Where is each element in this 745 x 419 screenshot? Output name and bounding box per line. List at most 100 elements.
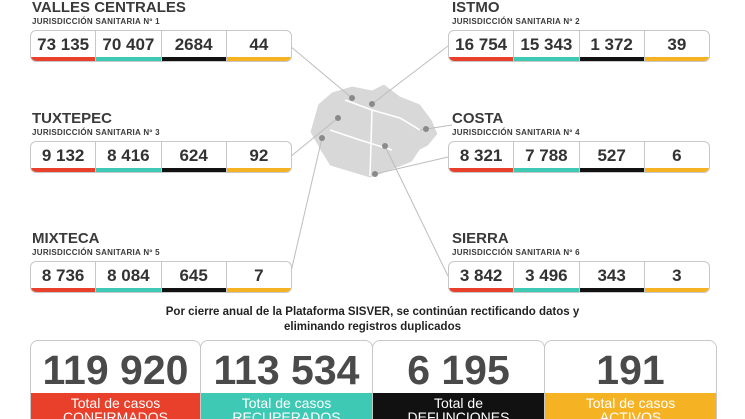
value-text: 1 372 <box>590 35 633 54</box>
value-text: 3 <box>672 266 682 285</box>
value-text: 7 <box>254 266 264 285</box>
total-label: Total de casos ACTIVOS <box>545 393 716 419</box>
color-bar <box>644 288 709 292</box>
total-value: 191 <box>596 347 665 393</box>
total-label: Total de DEFUNCIONES <box>373 393 544 419</box>
color-bar <box>161 57 226 61</box>
value-text: 16 754 <box>455 35 508 54</box>
color-bar <box>31 288 96 292</box>
region-value: 3 496 <box>514 262 580 292</box>
region-value: 3 <box>644 262 709 292</box>
value-text: 6 <box>672 146 682 165</box>
region-value: 2684 <box>161 31 227 61</box>
region-subtitle: JURISDICCIÓN SANITARIA Nº 1 <box>32 17 160 26</box>
region-subtitle: JURISDICCIÓN SANITARIA Nº 5 <box>32 248 160 257</box>
value-text: 3 842 <box>459 266 503 285</box>
region-value: 645 <box>161 262 227 292</box>
color-bar <box>514 168 579 172</box>
region-value: 8 321 <box>449 142 515 172</box>
region-value: 527 <box>579 142 645 172</box>
color-bar <box>514 57 579 61</box>
total-label: Total de casos CONFIRMADOS <box>31 393 200 419</box>
value-text: 8 321 <box>459 146 503 165</box>
value-text: 3 496 <box>525 266 568 285</box>
total-label: Total de casos RECUPERADOS <box>201 393 372 419</box>
color-bar <box>644 57 709 61</box>
region-subtitle: JURISDICCIÓN SANITARIA Nº 4 <box>452 128 580 137</box>
color-bar <box>31 168 96 172</box>
total-value: 6 195 <box>407 347 510 393</box>
color-bar <box>161 168 226 172</box>
region-value: 73 135 <box>31 31 97 61</box>
total-label-line: Total de casos <box>70 395 161 411</box>
color-bar <box>161 288 226 292</box>
region-value: 9 132 <box>31 142 97 172</box>
region-value: 39 <box>644 31 709 61</box>
color-bar <box>96 168 161 172</box>
total-label-line: ACTIVOS <box>599 409 662 419</box>
region-value: 343 <box>579 262 645 292</box>
color-bar <box>449 57 514 61</box>
region-name: VALLES CENTRALES <box>32 0 186 16</box>
color-bar <box>579 57 644 61</box>
color-bar <box>449 288 514 292</box>
color-bar <box>96 288 161 292</box>
value-text: 39 <box>667 35 687 54</box>
color-bar <box>96 57 161 61</box>
color-bar <box>226 168 291 172</box>
region-subtitle: JURISDICCIÓN SANITARIA Nº 6 <box>452 248 580 257</box>
region-name: COSTA <box>452 110 504 127</box>
total-label-line: Total de casos <box>585 395 676 411</box>
region-value: 8 084 <box>96 262 162 292</box>
total-value: 113 534 <box>213 347 360 393</box>
total-label-line: RECUPERADOS <box>232 409 341 419</box>
value-text: 2684 <box>174 35 213 54</box>
region-value: 8 416 <box>96 142 162 172</box>
region-box: 3 842 3 496 343 3 <box>448 261 710 293</box>
region-value: 16 754 <box>449 31 515 61</box>
region-box: 8 321 7 788 527 6 <box>448 141 710 173</box>
value-text: 645 <box>179 266 208 285</box>
region-value: 70 407 <box>96 31 162 61</box>
value-text: 8 084 <box>107 266 150 285</box>
value-text: 8 736 <box>41 266 85 285</box>
value-text: 92 <box>249 146 269 165</box>
value-text: 73 135 <box>37 35 90 54</box>
region-name: ISTMO <box>452 0 500 16</box>
region-value: 7 <box>226 262 291 292</box>
total-label-line: Total de <box>433 395 484 411</box>
region-value: 92 <box>226 142 291 172</box>
region-value: 15 343 <box>514 31 580 61</box>
value-text: 9 132 <box>41 146 85 165</box>
color-bar <box>449 168 514 172</box>
region-name: MIXTECA <box>32 230 100 247</box>
region-box: 8 736 8 084 645 7 <box>30 261 292 293</box>
color-bar <box>514 288 579 292</box>
region-value: 3 842 <box>449 262 515 292</box>
value-text: 624 <box>179 146 208 165</box>
total-label-line: CONFIRMADOS <box>63 409 168 419</box>
region-value: 1 372 <box>579 31 645 61</box>
value-text: 7 788 <box>525 146 568 165</box>
region-value: 8 736 <box>31 262 97 292</box>
total-box: 191 Total de casos ACTIVOS <box>544 340 717 419</box>
region-subtitle: JURISDICCIÓN SANITARIA Nº 2 <box>452 17 580 26</box>
region-value: 7 788 <box>514 142 580 172</box>
value-text: 15 343 <box>520 35 573 54</box>
value-text: 44 <box>249 35 269 54</box>
region-value: 6 <box>644 142 709 172</box>
color-bar <box>226 57 291 61</box>
region-box: 73 135 70 407 2684 44 <box>30 30 292 62</box>
value-text: 343 <box>597 266 626 285</box>
note-line: eliminando registros duplicados <box>283 321 461 333</box>
total-label-line: Total de casos <box>241 395 332 411</box>
total-box: 113 534 Total de casos RECUPERADOS <box>200 340 373 419</box>
value-text: 527 <box>597 146 626 165</box>
state-map <box>309 83 439 179</box>
color-bar <box>226 288 291 292</box>
color-bar <box>644 168 709 172</box>
color-bar <box>579 288 644 292</box>
value-text: 8 416 <box>107 146 150 165</box>
